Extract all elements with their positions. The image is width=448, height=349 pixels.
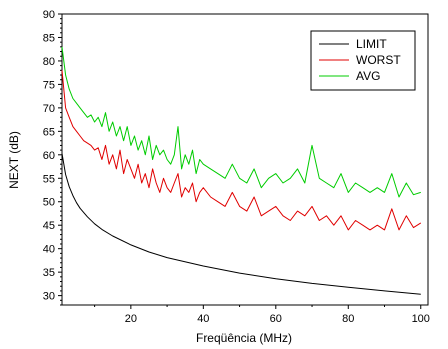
y-tick-label: 40 xyxy=(43,244,55,256)
x-tick-label: 100 xyxy=(412,313,430,325)
y-tick-label: 45 xyxy=(43,220,55,232)
ticks: 30 35 40 45 50 55 60 65 70 75 80 85 90 20 40 60 80 100 xyxy=(43,9,430,325)
legend-label-worst: WORST xyxy=(356,53,401,67)
y-tick-label: 80 xyxy=(43,56,55,68)
y-tick-label: 65 xyxy=(43,126,55,138)
y-tick-label: 60 xyxy=(43,150,55,162)
y-tick-label: 55 xyxy=(43,173,55,185)
y-tick-label: 50 xyxy=(43,197,55,209)
legend-label-avg: AVG xyxy=(356,69,380,83)
series-layer xyxy=(61,46,422,295)
series-line-limit xyxy=(61,153,421,295)
y-axis-label: NEXT (dB) xyxy=(7,131,21,189)
x-tick-label: 20 xyxy=(125,313,137,325)
x-tick-label: 60 xyxy=(270,313,282,325)
series-line-worst xyxy=(61,70,422,231)
legend-label-limit: LIMIT xyxy=(356,37,387,51)
y-tick-label: 35 xyxy=(43,267,55,279)
y-tick-label: 70 xyxy=(43,103,55,115)
y-tick-label: 75 xyxy=(43,79,55,91)
x-axis-label: Freqüência (MHz) xyxy=(196,331,292,345)
x-tick-label: 80 xyxy=(342,313,354,325)
y-tick-label: 30 xyxy=(43,291,55,303)
legend: LIMIT WORST AVG xyxy=(310,30,416,91)
y-tick-label: 85 xyxy=(43,32,55,44)
x-tick-label: 40 xyxy=(197,313,209,325)
y-tick-label: 90 xyxy=(43,9,55,21)
series-line-avg xyxy=(61,46,421,198)
